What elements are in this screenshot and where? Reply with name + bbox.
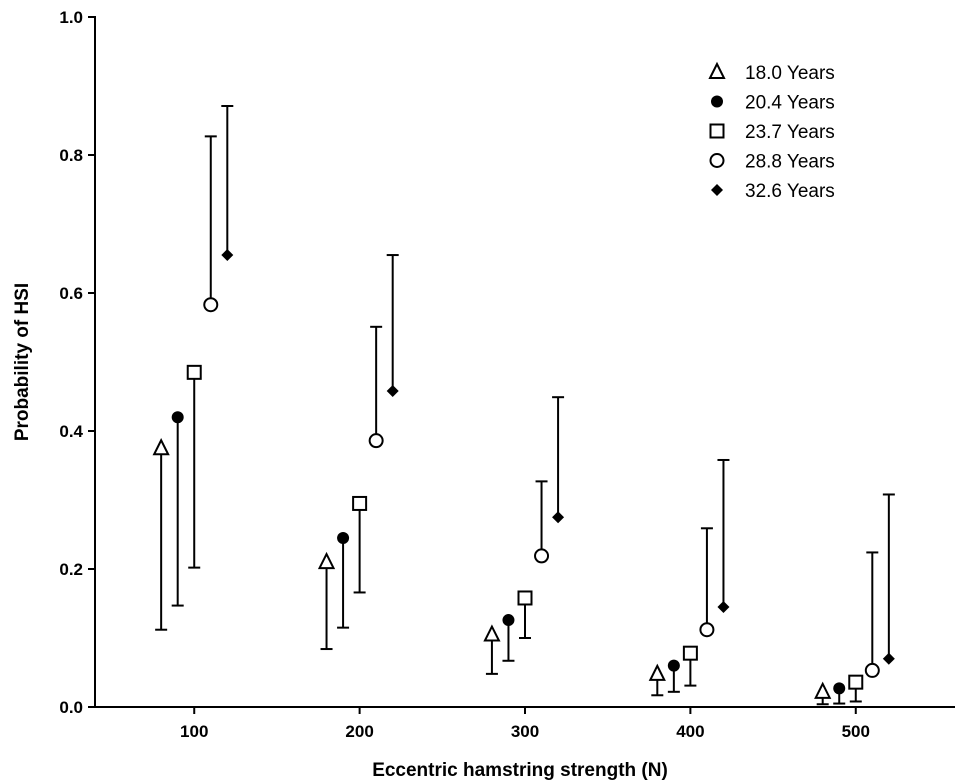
data-point-triangle-open <box>152 438 170 456</box>
x-tick-label: 200 <box>345 722 373 741</box>
data-point-triangle-open <box>317 551 336 570</box>
data-point-circle-filled <box>833 682 846 695</box>
data-point-square-open <box>517 590 533 606</box>
legend-marker-circle-filled <box>711 95 723 108</box>
data-point-circle-open <box>534 548 550 564</box>
tick-group: 0.0 0.2 0.4 0.6 0.8 1.0 100 200 300 400 500 <box>59 8 870 741</box>
y-tick-label: 0.4 <box>59 422 83 441</box>
data-point-diamond-filled <box>552 511 565 524</box>
y-tick-label: 0.6 <box>59 284 83 303</box>
x-tick-label: 100 <box>180 722 208 741</box>
legend: 18.0 Years 20.4 Years 23.7 Years 28.8 Years… <box>708 61 835 202</box>
data-point-circle-open <box>203 297 219 313</box>
data-point-square-open <box>352 495 368 511</box>
legend-label: 28.8 Years <box>745 152 835 173</box>
legend-marker-circle-open <box>709 153 725 168</box>
data-point-circle-open <box>699 622 715 638</box>
y-axis-title: Probability of HSI <box>12 283 33 441</box>
x-tick-label: 400 <box>676 722 704 741</box>
data-point-circle-filled <box>502 614 515 627</box>
x-tick-label: 500 <box>842 722 870 741</box>
data-point-square-open <box>848 674 864 690</box>
data-point-circle-filled <box>337 531 350 544</box>
data-point-diamond-filled <box>386 384 399 397</box>
data-point-triangle-open <box>483 624 501 642</box>
data-markers <box>152 249 895 699</box>
error-bars <box>155 105 895 706</box>
legend-label: 18.0 Years <box>745 63 835 84</box>
y-tick-label: 0.2 <box>59 560 83 579</box>
x-tick-label: 300 <box>511 722 539 741</box>
data-point-circle-open <box>368 433 384 449</box>
y-tick-label: 0.0 <box>59 698 83 717</box>
data-point-square-open <box>186 364 202 380</box>
data-point-triangle-open <box>814 681 832 699</box>
legend-marker-square-open <box>709 123 725 139</box>
legend-label: 20.4 Years <box>745 93 835 114</box>
legend-label: 23.7 Years <box>745 122 835 143</box>
data-point-square-open <box>682 645 698 661</box>
legend-marker-triangle-open <box>708 61 726 79</box>
data-point-triangle-open <box>648 663 666 681</box>
y-tick-label: 1.0 <box>59 8 83 27</box>
legend-marker-diamond-filled <box>711 184 723 196</box>
data-point-diamond-filled <box>882 652 895 665</box>
data-point-circle-open <box>864 662 880 678</box>
data-point-circle-filled <box>667 659 680 672</box>
legend-label: 32.6 Years <box>745 181 835 202</box>
y-tick-label: 0.8 <box>59 146 83 165</box>
x-axis-title: Eccentric hamstring strength (N) <box>372 760 668 781</box>
data-point-circle-filled <box>171 411 184 424</box>
data-point-diamond-filled <box>221 249 234 262</box>
data-point-diamond-filled <box>717 600 730 613</box>
